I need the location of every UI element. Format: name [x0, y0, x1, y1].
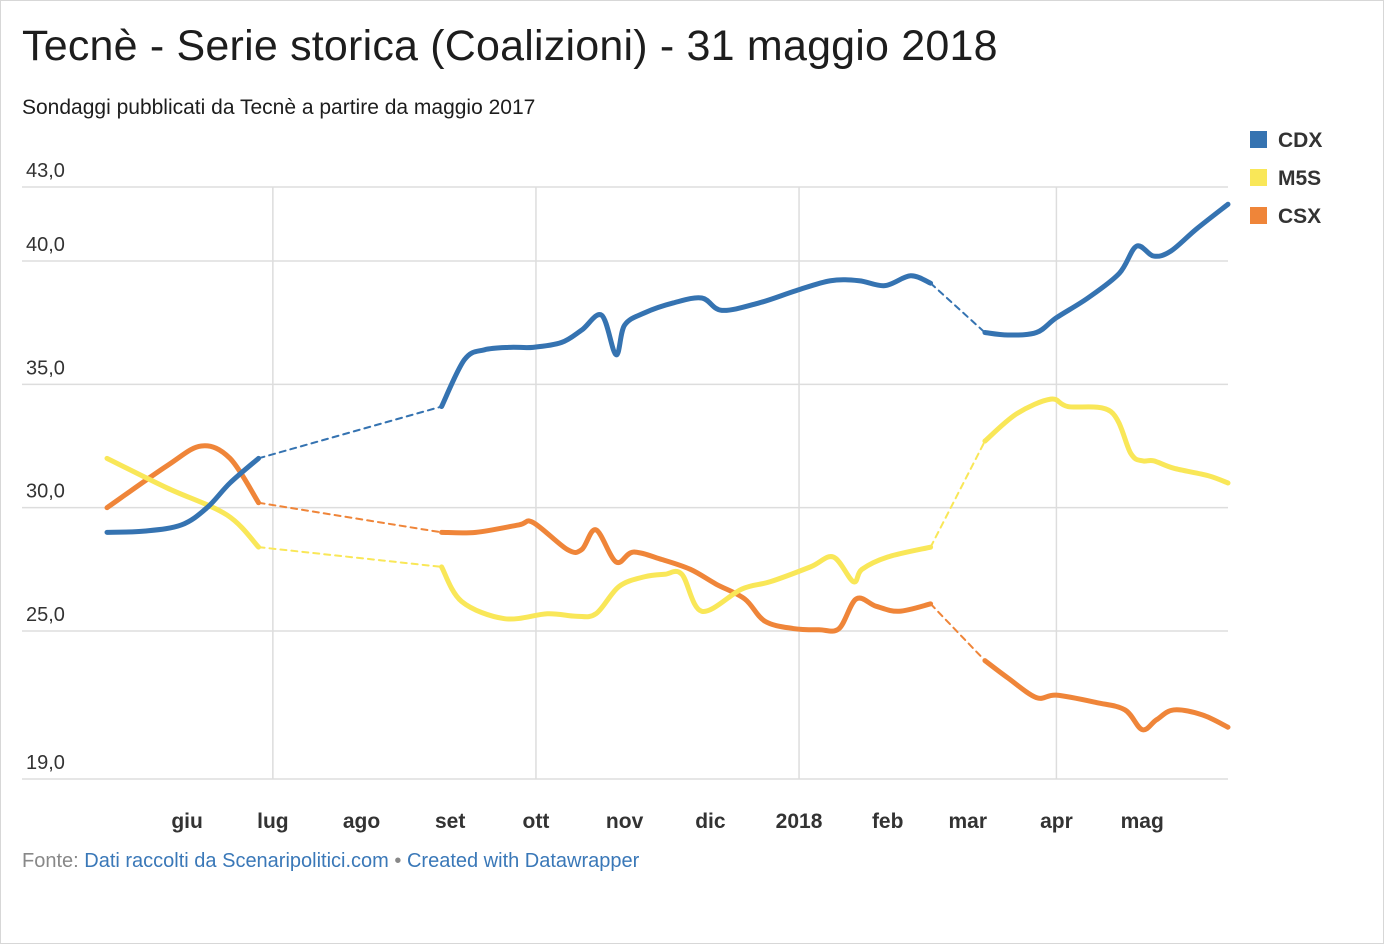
y-tick-label: 19,0	[26, 752, 65, 774]
chart-subtitle: Sondaggi pubblicati da Tecnè a partire d…	[22, 96, 536, 119]
series-cdx	[104, 201, 1231, 535]
series-m5s-line-segment	[104, 455, 262, 550]
x-tick-label: 2018	[776, 810, 823, 833]
y-tick-label: 40,0	[26, 234, 65, 256]
legend-swatch-cdx	[1250, 131, 1267, 148]
x-tick-label: ott	[523, 810, 550, 833]
x-tick-label: mar	[949, 810, 988, 833]
series-cdx-line-segment	[439, 273, 934, 410]
y-tick-label: 30,0	[26, 481, 65, 503]
legend-label-cdx: CDX	[1278, 129, 1322, 152]
series-cdx-line-segment	[104, 455, 262, 535]
grid-layer	[22, 186, 1228, 780]
x-tick-label: ago	[343, 810, 380, 833]
series-layer	[104, 201, 1231, 733]
x-tick-label: set	[435, 810, 465, 833]
series-m5s	[104, 396, 1231, 622]
series-cdx-line-segment	[982, 201, 1231, 338]
series-csx-line-segment	[982, 658, 1231, 733]
x-tick-label: mag	[1121, 810, 1164, 833]
series-m5s-dashed-segment	[929, 440, 986, 549]
x-tick-label: nov	[606, 810, 644, 833]
series-m5s-line-segment	[439, 544, 934, 622]
series-csx-line-segment	[439, 518, 934, 634]
x-tick-label: apr	[1040, 810, 1073, 833]
datawrapper-link[interactable]: Created with Datawrapper	[406, 850, 640, 872]
x-tick-label: feb	[872, 810, 904, 833]
footer-separator: •	[394, 850, 402, 872]
footer-prefix: Fonte:	[22, 850, 79, 872]
legend-label-csx: CSX	[1278, 205, 1321, 228]
legend-swatch-m5s	[1250, 169, 1267, 186]
legend-label-m5s: M5S	[1278, 167, 1321, 190]
y-tick-label: 43,0	[26, 160, 65, 182]
y-tick-label: 25,0	[26, 604, 65, 626]
series-m5s-line-segment	[982, 396, 1231, 486]
x-tick-label: dic	[695, 810, 726, 833]
series-cdx-dashed-segment	[929, 282, 986, 334]
legend-swatch-csx	[1250, 207, 1267, 224]
series-csx-dashed-segment	[929, 602, 986, 662]
series-m5s-dashed-segment	[257, 546, 443, 568]
series-csx-line-segment	[104, 443, 262, 511]
chart-title: Tecnè - Serie storica (Coalizioni) - 31 …	[22, 22, 998, 70]
y-tick-label: 35,0	[26, 357, 65, 379]
series-csx-dashed-segment	[257, 501, 443, 534]
series-csx	[104, 443, 1231, 733]
source-link[interactable]: Dati raccolti da Scenaripolitici.com	[84, 850, 389, 872]
series-cdx-dashed-segment	[257, 405, 443, 460]
x-tick-label: lug	[257, 810, 289, 833]
legend: CDX M5S CSX	[1250, 129, 1322, 228]
x-tick-label: giu	[171, 810, 203, 833]
axis-labels: 43,0 40,0 35,0 30,0 25,0 19,0 giu lug ago set ott n…	[26, 160, 1164, 833]
footer: Fonte: Dati raccolti da Scenaripolitici.…	[22, 850, 639, 873]
